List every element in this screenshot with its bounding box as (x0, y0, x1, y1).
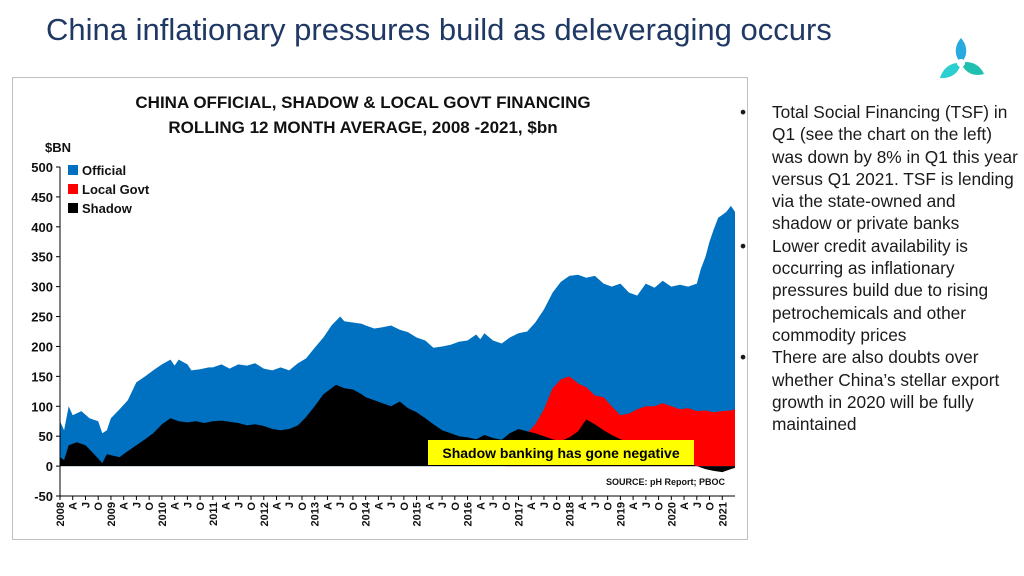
callout-box (428, 440, 694, 465)
x-tick-label: J (641, 502, 653, 508)
x-tick-label: J (590, 502, 602, 508)
x-tick-label: J (284, 502, 296, 508)
bullet-item: Total Social Financing (TSF) in Q1 (see … (737, 101, 1019, 235)
chart-container: CHINA OFFICIAL, SHADOW & LOCAL GOVT FINA… (12, 77, 748, 540)
x-tick-label: O (552, 502, 564, 511)
y-tick-label: -50 (34, 489, 53, 504)
x-tick-label: 2019 (615, 502, 627, 526)
bullet-list: Total Social Financing (TSF) in Q1 (see … (737, 101, 1019, 435)
x-tick-label: 2011 (208, 502, 220, 526)
y-tick-label: 150 (31, 369, 53, 384)
x-tick-label: O (654, 502, 666, 511)
x-tick-label: A (170, 502, 182, 510)
legend-label: Local Govt (82, 182, 150, 197)
x-tick-label: O (195, 502, 207, 511)
x-tick-label: O (603, 502, 615, 511)
legend-swatch (68, 165, 78, 175)
x-tick-label: 2021 (717, 502, 729, 526)
legend-swatch (68, 184, 78, 194)
x-tick-label: 2009 (106, 502, 118, 526)
chart-title-line-1: CHINA OFFICIAL, SHADOW & LOCAL GOVT FINA… (135, 93, 590, 112)
bullet-item: Lower credit availability is occurring a… (737, 235, 1019, 346)
x-tick-label: A (628, 502, 640, 510)
x-tick-label: J (233, 502, 245, 508)
y-tick-label: 50 (39, 429, 53, 444)
x-tick-label: A (272, 502, 284, 510)
x-tick-label: J (488, 502, 500, 508)
callout-text: Shadow banking has gone negative (442, 445, 679, 461)
y-tick-label: 200 (31, 339, 53, 354)
chart-title-line-2: ROLLING 12 MONTH AVERAGE, 2008 -2021, $b… (168, 118, 557, 137)
y-tick-label: 450 (31, 190, 53, 205)
x-tick-label: J (437, 502, 449, 508)
y-axis-label: $BN (45, 140, 71, 155)
x-tick-label: A (373, 502, 385, 510)
x-tick-label: A (424, 502, 436, 510)
x-tick-label: O (501, 502, 513, 511)
x-tick-label: O (399, 502, 411, 511)
x-tick-label: J (131, 502, 143, 508)
x-tick-label: 2015 (412, 502, 424, 526)
x-tick-label: 2017 (513, 502, 525, 526)
x-tick-label: O (705, 502, 717, 511)
x-tick-label: A (68, 502, 80, 510)
y-tick-label: 300 (31, 280, 53, 295)
x-tick-label: J (692, 502, 704, 508)
x-tick-label: J (182, 502, 194, 508)
x-tick-label: A (119, 502, 131, 510)
x-tick-label: A (526, 502, 538, 510)
x-tick-label: J (539, 502, 551, 508)
x-tick-label: 2008 (55, 502, 67, 526)
x-tick-label: O (246, 502, 258, 511)
x-tick-label: 2020 (666, 502, 678, 526)
x-tick-label: O (93, 502, 105, 511)
y-tick-label: 250 (31, 310, 53, 325)
bullet-item: There are also doubts over whether China… (737, 346, 1019, 435)
source-note: SOURCE: pH Report; PBOC (606, 477, 726, 487)
y-tick-label: 0 (46, 459, 53, 474)
x-tick-label: A (577, 502, 589, 510)
x-tick-label: O (348, 502, 360, 511)
x-tick-label: A (221, 502, 233, 510)
y-tick-label: 350 (31, 250, 53, 265)
x-tick-label: A (475, 502, 487, 510)
x-tick-label: J (80, 502, 92, 508)
y-tick-label: 400 (31, 220, 53, 235)
x-tick-label: J (335, 502, 347, 508)
chart-plot: CHINA OFFICIAL, SHADOW & LOCAL GOVT FINA… (31, 93, 735, 526)
x-tick-label: O (450, 502, 462, 511)
x-tick-label: O (144, 502, 156, 511)
legend-label: Official (82, 163, 126, 178)
legend-label: Shadow (82, 201, 133, 216)
x-tick-label: 2014 (361, 501, 373, 526)
x-tick-label: O (297, 502, 309, 511)
legend-swatch (68, 203, 78, 213)
x-tick-label: A (322, 502, 334, 510)
x-tick-label: 2018 (564, 502, 576, 526)
company-logo-icon (940, 38, 984, 79)
x-tick-label: 2012 (259, 502, 271, 526)
y-tick-label: 500 (31, 160, 53, 175)
x-tick-label: A (679, 502, 691, 510)
x-tick-label: 2010 (157, 502, 169, 526)
legend: Official Local Govt Shadow (68, 163, 150, 216)
x-tick-label: 2016 (463, 502, 475, 526)
y-tick-label: 100 (31, 399, 53, 414)
x-tick-label: J (386, 502, 398, 508)
x-tick-label: 2013 (310, 502, 322, 526)
slide-title: China inflationary pressures build as de… (46, 12, 832, 47)
